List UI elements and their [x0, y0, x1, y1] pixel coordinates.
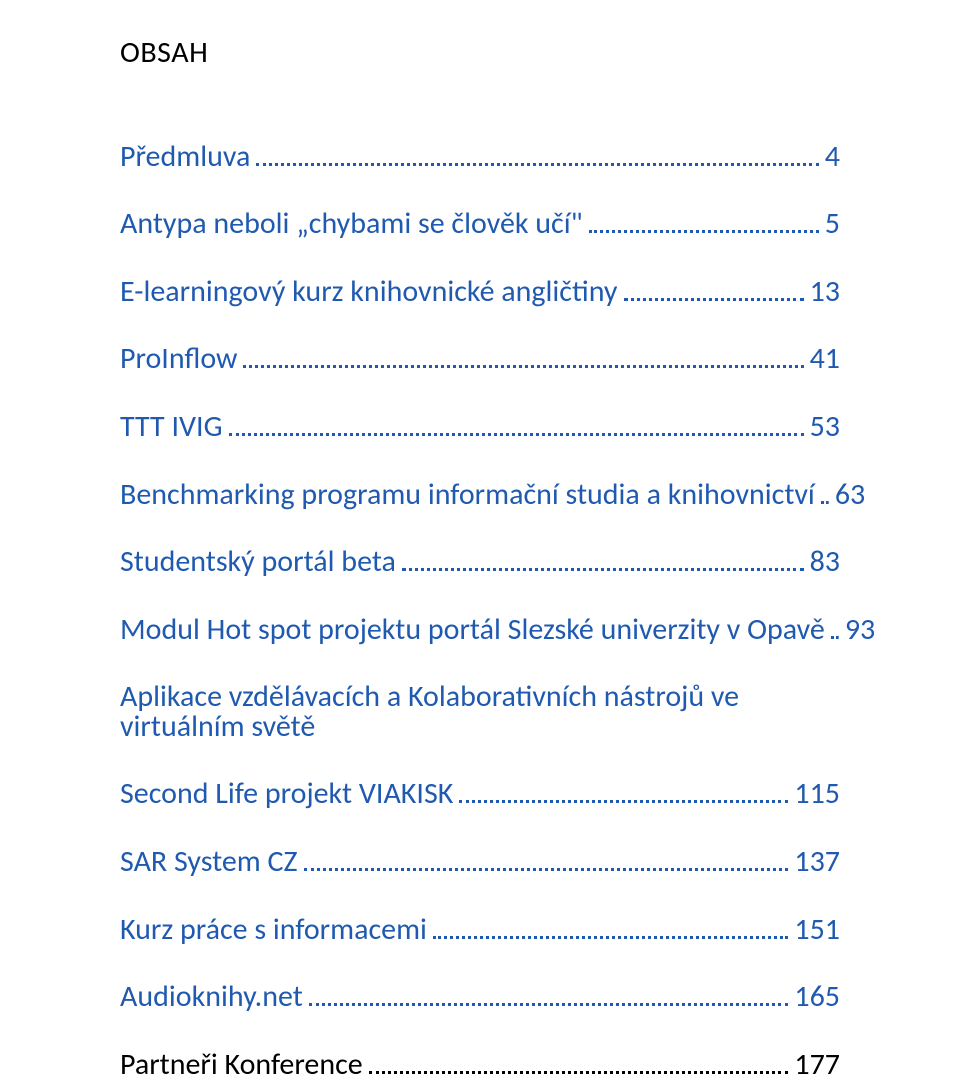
toc-page-number: 177 [794, 1050, 840, 1080]
toc-leader [304, 846, 789, 871]
toc-label: Modul Hot spot projektu portál Slezské u… [120, 615, 825, 645]
toc-entry[interactable]: Antypa neboli „chybami se člověk učí" 5 [120, 209, 840, 240]
toc-entry[interactable]: E-learningový kurz knihovnické angličtin… [120, 276, 840, 307]
toc-page-number: 13 [810, 277, 840, 307]
toc-entry[interactable]: Audioknihy.net 165 [120, 982, 840, 1013]
toc-leader [369, 1049, 789, 1074]
toc-leader [309, 982, 789, 1007]
toc-entry[interactable]: ProInflow 41 [120, 344, 840, 375]
toc-page-number: 115 [794, 779, 840, 809]
table-of-contents: Předmluva 4 Antypa neboli „chybami se čl… [120, 141, 840, 1080]
toc-label: Předmluva [120, 142, 250, 172]
toc-entry[interactable]: TTT IVIG 53 [120, 411, 840, 442]
toc-label: Antypa neboli „chybami se člověk učí" [120, 209, 583, 239]
toc-leader [256, 141, 818, 166]
toc-label: E-learningový kurz knihovnické angličtin… [120, 277, 618, 307]
toc-leader [624, 276, 804, 301]
toc-label: Kurz práce s informacemi [120, 915, 427, 945]
toc-page-number: 63 [835, 480, 865, 510]
toc-label: Benchmarking programu informační studia … [120, 480, 815, 510]
toc-leader [459, 779, 788, 804]
toc-label: TTT IVIG [120, 412, 223, 442]
toc-label: Partneři Konference [120, 1050, 363, 1080]
toc-entry[interactable]: Studentský portál beta 83 [120, 547, 840, 578]
toc-page-number: 151 [794, 915, 840, 945]
toc-entry[interactable]: Předmluva 4 [120, 141, 840, 172]
toc-leader [229, 411, 804, 436]
toc-leader [831, 614, 839, 639]
toc-leader [821, 479, 829, 504]
toc-leader [433, 914, 788, 939]
toc-label: ProInflow [120, 344, 237, 374]
toc-entry[interactable]: SAR System CZ 137 [120, 846, 840, 877]
toc-entry[interactable]: Aplikace vzdělávacích a Kolaborativních … [120, 682, 840, 810]
toc-entry[interactable]: Kurz práce s informacemi 151 [120, 914, 840, 945]
toc-label: Audioknihy.net [120, 982, 303, 1012]
toc-leader [589, 209, 819, 234]
toc-page-number: 41 [810, 344, 840, 374]
toc-entry[interactable]: Modul Hot spot projektu portál Slezské u… [120, 614, 840, 645]
toc-label-line2: Second Life projekt VIAKISK [120, 779, 453, 809]
toc-leader [402, 547, 804, 572]
page-title: OBSAH [120, 34, 840, 71]
toc-label-line1: Aplikace vzdělávacích a Kolaborativních … [120, 682, 840, 742]
toc-page-number: 165 [794, 982, 840, 1012]
toc-entry[interactable]: Benchmarking programu informační studia … [120, 479, 840, 510]
page-container: OBSAH Předmluva 4 Antypa neboli „chybami… [0, 0, 960, 1013]
toc-label: Studentský portál beta [120, 547, 396, 577]
toc-page-number: 83 [810, 547, 840, 577]
toc-page-number: 5 [825, 209, 840, 239]
toc-page-number: 93 [845, 615, 875, 645]
toc-entry[interactable]: Partneři Konference 177 [120, 1049, 840, 1080]
toc-page-number: 137 [794, 847, 840, 877]
toc-page-number: 53 [810, 412, 840, 442]
toc-label: SAR System CZ [120, 847, 298, 877]
toc-page-number: 4 [825, 142, 840, 172]
toc-leader [243, 344, 803, 369]
